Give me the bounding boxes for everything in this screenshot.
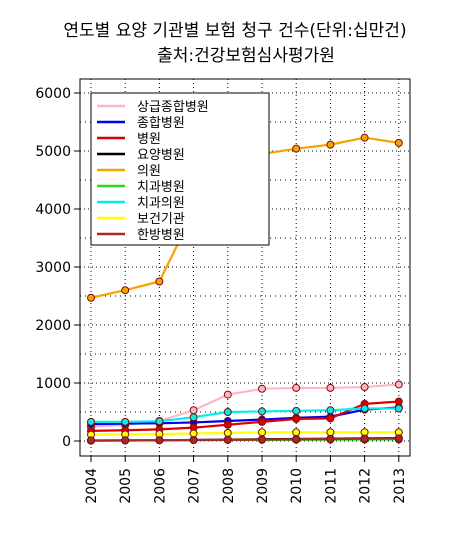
series-9 <box>87 434 403 445</box>
y-tick-label: 3000 <box>35 260 71 276</box>
data-point <box>155 436 164 445</box>
data-point <box>189 406 198 415</box>
legend-label: 요양병원 <box>137 148 185 163</box>
series-line <box>90 406 399 426</box>
data-point <box>326 434 335 443</box>
data-point <box>258 407 266 416</box>
data-point <box>258 384 266 393</box>
data-point <box>223 390 232 399</box>
data-point <box>87 293 95 302</box>
data-point <box>121 286 130 295</box>
data-point <box>189 436 198 445</box>
x-tick-label: 2013 <box>392 468 408 504</box>
data-point <box>360 434 369 443</box>
data-point <box>223 435 232 444</box>
data-point <box>292 144 301 153</box>
x-tick-label: 2004 <box>84 468 100 504</box>
series-line <box>90 431 399 436</box>
data-point <box>394 404 403 413</box>
data-point <box>87 436 95 445</box>
data-point <box>360 133 369 142</box>
legend-label: 상급종합병원 <box>137 100 209 115</box>
legend-label: 병원 <box>137 132 161 147</box>
series-3 <box>87 397 403 435</box>
data-point <box>292 383 301 392</box>
legend-label: 치과병원 <box>137 180 185 195</box>
grid <box>80 79 410 456</box>
data-point <box>326 140 335 149</box>
data-point <box>155 417 164 426</box>
series-7 <box>87 404 403 426</box>
x-tick-label: 2010 <box>289 468 305 504</box>
data-point <box>223 420 232 429</box>
legend-label: 의원 <box>137 164 161 179</box>
legend-label: 보건기관 <box>137 212 185 227</box>
data-point <box>223 408 232 416</box>
data-point <box>326 383 335 392</box>
x-tick-label: 2007 <box>187 468 203 504</box>
data-point <box>258 435 266 444</box>
data-point <box>394 434 403 443</box>
series-line <box>91 407 399 423</box>
data-point <box>394 138 403 147</box>
legend-label: 종합병원 <box>137 116 185 131</box>
data-point <box>292 428 301 437</box>
y-tick-label: 6000 <box>35 86 71 102</box>
y-tick-label: 0 <box>62 434 71 450</box>
data-point <box>121 436 130 445</box>
y-tick-label: 1000 <box>35 376 71 392</box>
series-line <box>90 400 399 432</box>
series-line <box>90 437 399 442</box>
data-point <box>189 413 198 422</box>
data-point <box>258 428 266 437</box>
x-tick-label: 2012 <box>358 468 374 504</box>
series-lines <box>87 133 403 445</box>
y-tick-label: 4000 <box>35 202 71 218</box>
x-tick-label: 2011 <box>323 468 339 504</box>
chart-title: 연도별 요양 기관별 보험 청구 건수(단위:십만건) <box>63 21 406 41</box>
data-point <box>326 406 335 415</box>
data-point <box>360 383 369 392</box>
axes: 0 1000 2000 3000 4000 5000 6000 2004 2005 2006 200… <box>35 78 411 504</box>
data-point <box>292 435 301 444</box>
legend-label: 치과의원 <box>137 196 185 211</box>
data-point <box>326 428 335 437</box>
x-tick-label: 2009 <box>255 468 271 504</box>
chart-subtitle: 출처:건강보험심사평가원 <box>157 46 335 66</box>
legend-label: 한방병원 <box>137 228 185 243</box>
data-point <box>121 417 130 426</box>
data-point <box>292 406 301 415</box>
data-point <box>326 414 335 423</box>
data-point <box>360 404 369 413</box>
x-tick-label: 2008 <box>221 468 237 504</box>
data-point <box>394 380 403 389</box>
x-tick-label: 2005 <box>118 468 134 504</box>
data-point <box>189 429 198 438</box>
data-point <box>394 397 403 406</box>
y-tick-label: 5000 <box>35 144 71 160</box>
data-point <box>223 428 232 437</box>
x-tick-label: 2006 <box>152 468 168 504</box>
data-point <box>292 414 301 423</box>
data-point <box>87 417 95 426</box>
y-tick-label: 2000 <box>35 318 71 334</box>
data-point <box>155 277 164 286</box>
data-point <box>258 417 266 426</box>
